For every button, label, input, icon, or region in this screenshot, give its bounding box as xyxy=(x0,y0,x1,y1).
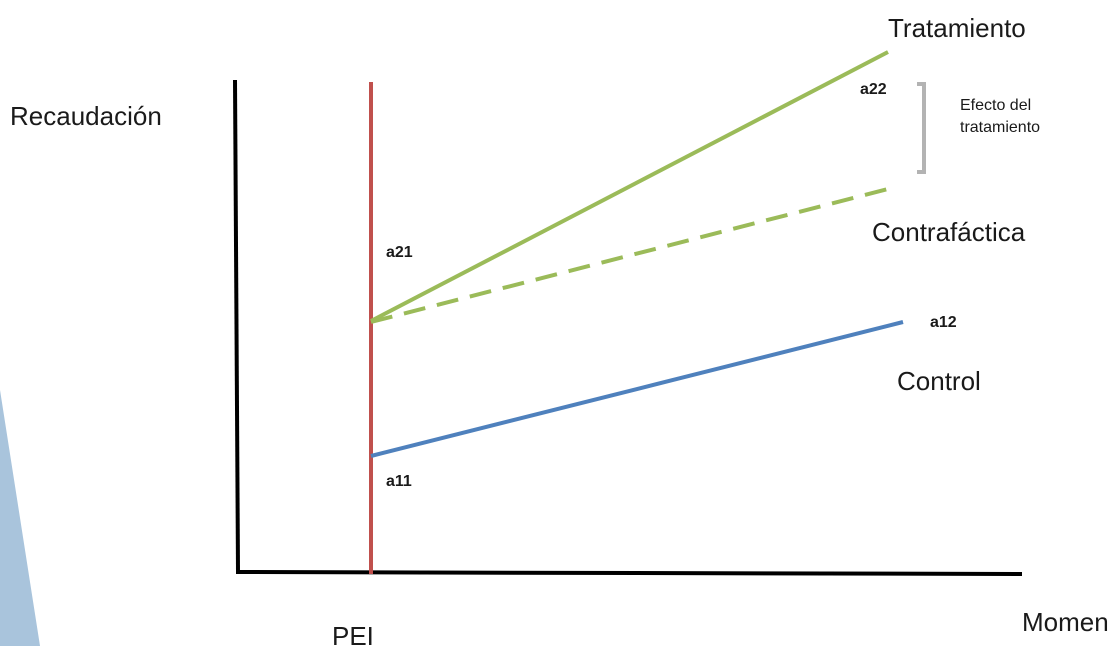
point-a22-label: a22 xyxy=(860,81,887,98)
counterfactual-line xyxy=(370,186,893,324)
effect-bracket xyxy=(917,82,926,174)
point-a11-label: a11 xyxy=(386,473,412,490)
point-a21-label: a21 xyxy=(386,244,413,261)
control-line xyxy=(370,320,904,458)
y-axis-label: Recaudación xyxy=(10,101,162,131)
treatment-label: Tratamiento xyxy=(888,13,1026,43)
x-axis-label: Momento xyxy=(1022,607,1109,637)
point-a12-label: a12 xyxy=(930,314,957,331)
control-label: Control xyxy=(897,366,981,396)
effect-label-line1: Efecto del xyxy=(960,97,1032,114)
counterfactual-label: Contrafáctica xyxy=(872,217,1026,247)
y-axis xyxy=(233,79,240,573)
effect-label-line2: tratamiento xyxy=(960,119,1041,136)
x-axis xyxy=(235,570,1023,576)
intervention-label: PEI xyxy=(332,621,374,651)
effect-label: Efecto del tratamiento xyxy=(960,95,1040,139)
side-decoration xyxy=(0,390,40,646)
treatment-line xyxy=(370,50,889,323)
